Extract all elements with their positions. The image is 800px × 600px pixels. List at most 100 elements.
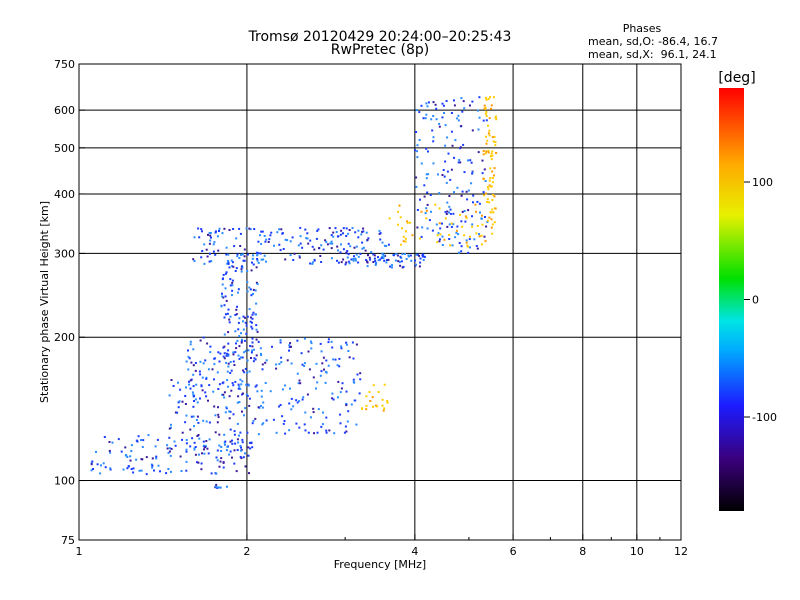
echo-point xyxy=(226,262,229,265)
echo-point xyxy=(471,172,474,175)
echo-point xyxy=(325,371,328,374)
echo-point xyxy=(362,227,365,230)
echo-point xyxy=(298,256,301,259)
echo-point xyxy=(432,162,435,165)
echo-point xyxy=(463,107,466,110)
echo-point xyxy=(278,362,281,365)
echo-point xyxy=(462,100,465,103)
echo-point xyxy=(377,391,380,393)
echo-point xyxy=(376,405,379,408)
echo-point xyxy=(286,359,289,362)
echo-point xyxy=(238,345,241,348)
echo-point xyxy=(230,259,233,262)
echo-point xyxy=(147,434,150,437)
echo-point xyxy=(391,264,393,267)
echo-point xyxy=(345,235,348,237)
y-tick-label: 400 xyxy=(54,188,75,201)
echo-point xyxy=(452,223,455,226)
echo-point xyxy=(199,339,202,342)
echo-point xyxy=(250,351,253,354)
echo-point xyxy=(231,294,233,297)
echo-point xyxy=(168,447,171,450)
echo-point xyxy=(323,368,325,371)
echo-point xyxy=(280,361,283,364)
echo-point xyxy=(423,184,426,187)
echo-point xyxy=(189,379,192,382)
echo-point xyxy=(260,354,263,356)
echo-point xyxy=(331,397,334,400)
echo-point xyxy=(329,242,332,245)
echo-point xyxy=(240,332,242,335)
echo-point xyxy=(232,228,235,230)
echo-point xyxy=(398,261,401,264)
echo-point xyxy=(296,372,299,375)
echo-point xyxy=(485,114,488,117)
echo-point xyxy=(424,212,427,215)
echo-point xyxy=(220,457,223,460)
echo-point xyxy=(194,398,197,401)
echo-point xyxy=(486,186,489,188)
echo-point xyxy=(256,253,259,256)
echo-point xyxy=(480,234,483,237)
echo-point xyxy=(251,345,254,348)
echo-point xyxy=(223,433,226,436)
echo-point xyxy=(216,371,219,374)
echo-point xyxy=(302,396,305,399)
echo-point xyxy=(197,434,200,436)
echo-point xyxy=(245,227,248,230)
echo-point xyxy=(459,161,462,164)
y-tick-label: 600 xyxy=(54,104,75,117)
echo-point xyxy=(235,267,238,270)
echo-point xyxy=(309,340,312,343)
echo-point xyxy=(224,443,226,446)
echo-point xyxy=(254,358,257,361)
echo-point xyxy=(214,485,217,488)
echo-point xyxy=(284,238,287,241)
echo-point xyxy=(451,144,454,147)
echo-point xyxy=(210,236,212,239)
echo-point xyxy=(246,253,249,256)
echo-point xyxy=(201,250,204,252)
echo-point xyxy=(481,172,484,175)
echo-point xyxy=(197,421,200,424)
echo-point xyxy=(168,450,171,453)
echo-point xyxy=(225,449,228,452)
echo-point xyxy=(421,226,424,229)
echo-point xyxy=(230,389,233,392)
echo-point xyxy=(251,257,254,260)
echo-point xyxy=(272,418,275,421)
echo-point xyxy=(228,417,231,420)
echo-point xyxy=(254,289,257,292)
echo-point xyxy=(417,253,419,256)
echo-point xyxy=(359,372,362,375)
echo-point xyxy=(426,227,429,230)
echo-point xyxy=(222,393,225,396)
echo-point xyxy=(215,456,218,459)
echo-point xyxy=(418,237,421,240)
echo-point xyxy=(256,259,259,262)
echo-point xyxy=(213,241,216,244)
echo-point xyxy=(446,136,449,139)
echo-point xyxy=(386,401,389,404)
echo-point xyxy=(470,182,473,185)
echo-point xyxy=(476,247,479,250)
echo-point xyxy=(241,265,243,268)
echo-point xyxy=(383,254,386,257)
echo-point xyxy=(198,370,201,373)
echo-point xyxy=(460,97,463,100)
echo-point xyxy=(236,438,239,441)
echo-point xyxy=(367,254,369,257)
echo-point xyxy=(236,401,239,404)
echo-point xyxy=(206,255,209,258)
echo-point xyxy=(471,171,474,174)
echo-point xyxy=(251,327,254,330)
echo-point xyxy=(360,233,363,236)
echo-point xyxy=(354,259,357,262)
echo-point xyxy=(459,213,462,216)
echo-point xyxy=(345,261,348,264)
echo-point xyxy=(228,318,231,321)
echo-point xyxy=(395,253,398,255)
echo-point xyxy=(221,382,224,385)
echo-point xyxy=(378,229,381,232)
echo-point xyxy=(217,416,220,419)
